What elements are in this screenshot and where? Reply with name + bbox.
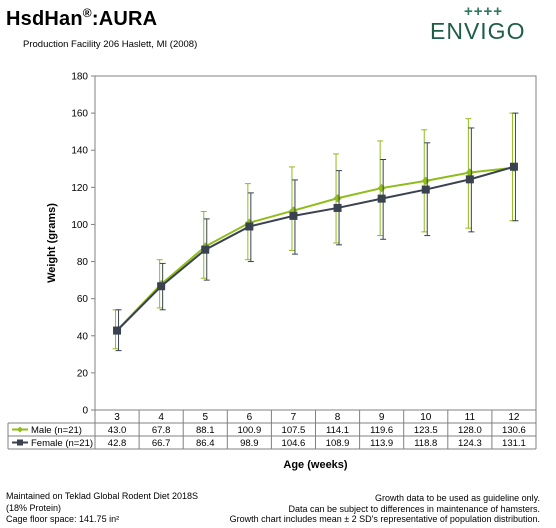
y-tick-label: 40 [77, 331, 89, 342]
footer-right: Growth data to be used as guideline only… [230, 493, 540, 525]
female-table-value: 104.6 [282, 438, 306, 449]
footer-diet-line: Maintained on Teklad Global Rodent Diet … [6, 491, 198, 501]
male-legend-label: Male (n=21) [31, 425, 82, 436]
female-data-point [113, 326, 122, 335]
female-data-point [289, 211, 298, 220]
y-tick-label: 160 [71, 109, 88, 120]
male-series-line [116, 166, 515, 331]
female-data-point [245, 222, 254, 231]
x-tick-label: 3 [114, 412, 120, 423]
x-tick-label: 10 [420, 412, 432, 423]
male-table-value: 88.1 [196, 425, 215, 436]
male-data-point [465, 168, 475, 177]
male-legend-marker [17, 426, 23, 433]
female-data-point [377, 194, 386, 203]
female-table-value: 108.9 [326, 438, 350, 449]
footer-protein-line: (18% Protein) [6, 502, 62, 513]
male-table-value: 130.6 [502, 425, 526, 436]
female-data-point [201, 245, 210, 254]
y-tick-label: 80 [77, 257, 89, 268]
growth-chart: 0 20 40 60 80 100 120 140 160 180 Weight (grams) 3 4… [7, 72, 537, 471]
footer-guideline-line: Growth data to be used as guideline only… [375, 493, 540, 503]
y-tick-label: 120 [71, 183, 88, 194]
female-data-point [465, 175, 474, 184]
male-table-value: 43.0 [108, 425, 127, 436]
x-tick-label: 6 [247, 412, 253, 423]
y-tick-label: 100 [71, 220, 88, 231]
female-table-value: 42.8 [108, 438, 127, 449]
x-tick-label: 11 [465, 412, 476, 423]
title-main: HsdHan [6, 8, 83, 30]
x-tick-label: 8 [335, 412, 341, 423]
female-data-point [421, 185, 430, 194]
chart-title: HsdHan®:AURA [6, 6, 157, 31]
female-table-value: 66.7 [152, 438, 171, 449]
chart-subtitle: Production Facility 206 Haslett, MI (200… [23, 39, 198, 50]
female-table-value: 86.4 [196, 438, 215, 449]
x-tick-label: 7 [291, 412, 297, 423]
female-table-value: 118.8 [414, 438, 437, 449]
footer-sd-line: Growth chart includes mean ± 2 SD's repr… [229, 514, 540, 524]
x-axis-title: Age (weeks) [283, 459, 348, 471]
y-tick-label: 140 [71, 146, 88, 157]
male-table-value: 128.0 [458, 425, 482, 436]
y-tick-label: 0 [82, 406, 88, 417]
female-table-value: 98.9 [240, 438, 259, 449]
male-table-value: 123.5 [414, 425, 438, 436]
female-legend-marker [17, 439, 23, 446]
male-table-value: 100.9 [237, 425, 261, 436]
female-legend-label: Female (n=21) [31, 438, 93, 449]
x-tick-label: 9 [379, 412, 385, 423]
footer-variability-line: Data can be subject to differences in ma… [288, 503, 540, 514]
logo-plus-marks: ++++ [464, 3, 504, 20]
male-table-value: 119.6 [370, 425, 393, 436]
female-data-point [333, 203, 342, 212]
y-tick-label: 20 [77, 368, 89, 379]
female-table-value: 124.3 [458, 438, 482, 449]
female-data-point [157, 282, 166, 291]
x-tick-label: 5 [202, 412, 208, 423]
female-table-value: 113.9 [370, 438, 393, 449]
title-suffix: :AURA [91, 8, 158, 30]
x-tick-label: 4 [158, 412, 164, 423]
logo-wordmark: ENVIGO [430, 18, 526, 44]
female-series-line [116, 165, 515, 332]
male-data-point [333, 194, 342, 203]
plot-area-frame [94, 75, 537, 411]
x-tick-label: 12 [508, 412, 520, 423]
footer-left: Maintained on Teklad Global Rodent Diet … [6, 491, 198, 526]
male-table-value: 114.1 [326, 425, 349, 436]
footer-cage-line: Cage floor space: 141.75 in² [6, 514, 120, 524]
male-table-value: 67.8 [152, 425, 171, 436]
female-table-value: 131.1 [502, 438, 526, 449]
male-data-point [421, 176, 430, 186]
envigo-logo: ++++ ENVIGO [430, 3, 530, 44]
y-tick-label: 180 [71, 72, 88, 83]
female-data-point [509, 162, 518, 171]
title-registered-mark: ® [82, 6, 92, 20]
male-table-value: 107.5 [282, 425, 306, 436]
male-data-point [377, 183, 386, 193]
y-tick-label: 60 [77, 294, 89, 305]
y-axis-title: Weight (grams) [46, 203, 58, 283]
